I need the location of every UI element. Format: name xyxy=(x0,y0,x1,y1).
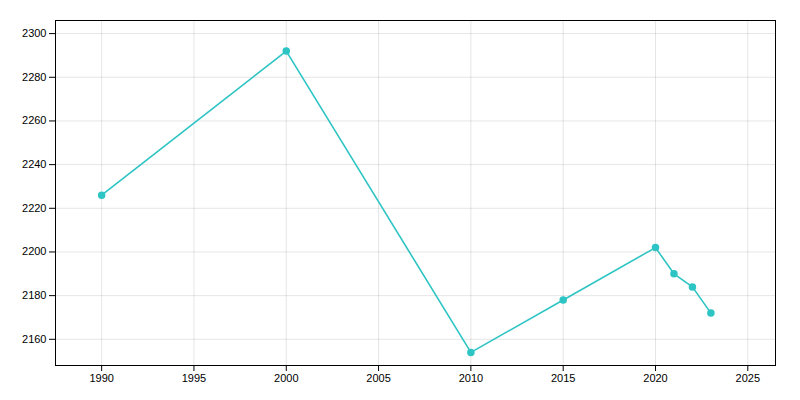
svg-text:2160: 2160 xyxy=(22,333,46,345)
svg-text:2015: 2015 xyxy=(551,372,575,384)
svg-text:2280: 2280 xyxy=(22,71,46,83)
svg-text:2180: 2180 xyxy=(22,289,46,301)
svg-text:1990: 1990 xyxy=(89,372,113,384)
svg-text:2010: 2010 xyxy=(459,372,483,384)
svg-text:2300: 2300 xyxy=(22,27,46,39)
svg-text:2000: 2000 xyxy=(274,372,298,384)
svg-text:2260: 2260 xyxy=(22,114,46,126)
svg-text:2220: 2220 xyxy=(22,202,46,214)
svg-text:2020: 2020 xyxy=(643,372,667,384)
svg-text:2200: 2200 xyxy=(22,245,46,257)
svg-text:2025: 2025 xyxy=(736,372,760,384)
svg-text:1995: 1995 xyxy=(182,372,206,384)
svg-text:2005: 2005 xyxy=(366,372,390,384)
svg-text:2240: 2240 xyxy=(22,158,46,170)
